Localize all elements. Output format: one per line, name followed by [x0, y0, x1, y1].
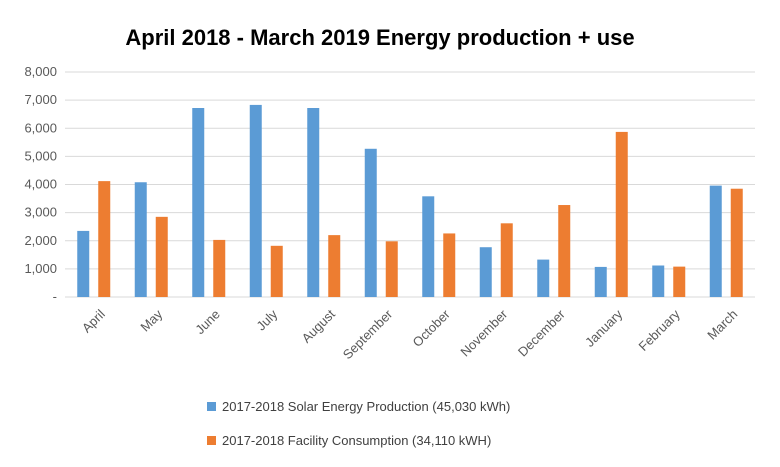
x-tick-label-january: January	[582, 306, 626, 350]
x-tick-label-march: March	[704, 307, 740, 343]
x-tick-label-october: October	[410, 306, 454, 350]
bar-consumption-april	[98, 181, 111, 297]
bar-solar-october	[422, 196, 435, 297]
bar-solar-july	[249, 104, 262, 297]
y-tick-label: 7,000	[24, 92, 57, 107]
x-tick-label-february: February	[635, 306, 683, 354]
legend-swatch-consumption	[207, 436, 216, 445]
bar-solar-june	[192, 108, 205, 297]
bar-solar-january	[594, 266, 607, 297]
x-tick-label-april: April	[79, 306, 108, 335]
legend-label-solar: 2017-2018 Solar Energy Production (45,03…	[222, 399, 510, 414]
bar-solar-august	[307, 108, 320, 297]
legend-label-consumption: 2017-2018 Facility Consumption (34,110 k…	[222, 433, 491, 448]
bar-consumption-january	[615, 131, 628, 297]
bar-consumption-september	[385, 241, 398, 297]
x-tick-label-may: May	[137, 306, 165, 334]
x-tick-label-november: November	[457, 306, 510, 359]
y-tick-label: 3,000	[24, 205, 57, 220]
x-tick-label-december: December	[515, 306, 568, 359]
bar-consumption-october	[443, 233, 456, 297]
y-tick-label: 5,000	[24, 148, 57, 163]
x-tick-label-september: September	[340, 306, 396, 362]
legend-swatch-solar	[207, 402, 216, 411]
bar-consumption-may	[155, 216, 168, 297]
gridlines	[65, 71, 755, 298]
y-tick-label: 6,000	[24, 120, 57, 135]
y-tick-label: 4,000	[24, 177, 57, 192]
bar-consumption-february	[673, 266, 686, 297]
bar-consumption-june	[213, 239, 226, 297]
y-tick-label: 1,000	[24, 261, 57, 276]
chart-title: April 2018 - March 2019 Energy productio…	[125, 25, 634, 50]
bar-solar-may	[134, 182, 147, 297]
y-tick-label: 8,000	[24, 64, 57, 79]
bar-solar-november	[479, 247, 492, 297]
legend: 2017-2018 Solar Energy Production (45,03…	[207, 399, 510, 448]
y-tick-label: -	[53, 289, 57, 304]
bar-solar-april	[77, 230, 90, 297]
bars	[77, 104, 743, 297]
y-tick-label: 2,000	[24, 233, 57, 248]
bar-consumption-november	[500, 223, 513, 297]
y-axis-ticks: - 1,000 2,000 3,000 4,000 5,000 6,000 7,000 8,00…	[24, 64, 57, 304]
bar-consumption-august	[328, 235, 341, 297]
x-tick-label-july: July	[253, 306, 280, 333]
bar-solar-december	[537, 259, 550, 297]
bar-consumption-july	[270, 245, 283, 297]
x-axis-labels: April May June July August September October No…	[79, 306, 741, 362]
x-tick-label-august: August	[299, 306, 338, 345]
bar-solar-march	[709, 185, 722, 297]
x-tick-label-june: June	[192, 307, 223, 338]
bar-consumption-march	[730, 188, 743, 297]
bar-consumption-december	[558, 205, 571, 297]
bar-solar-february	[652, 265, 665, 297]
bar-solar-september	[364, 148, 377, 297]
